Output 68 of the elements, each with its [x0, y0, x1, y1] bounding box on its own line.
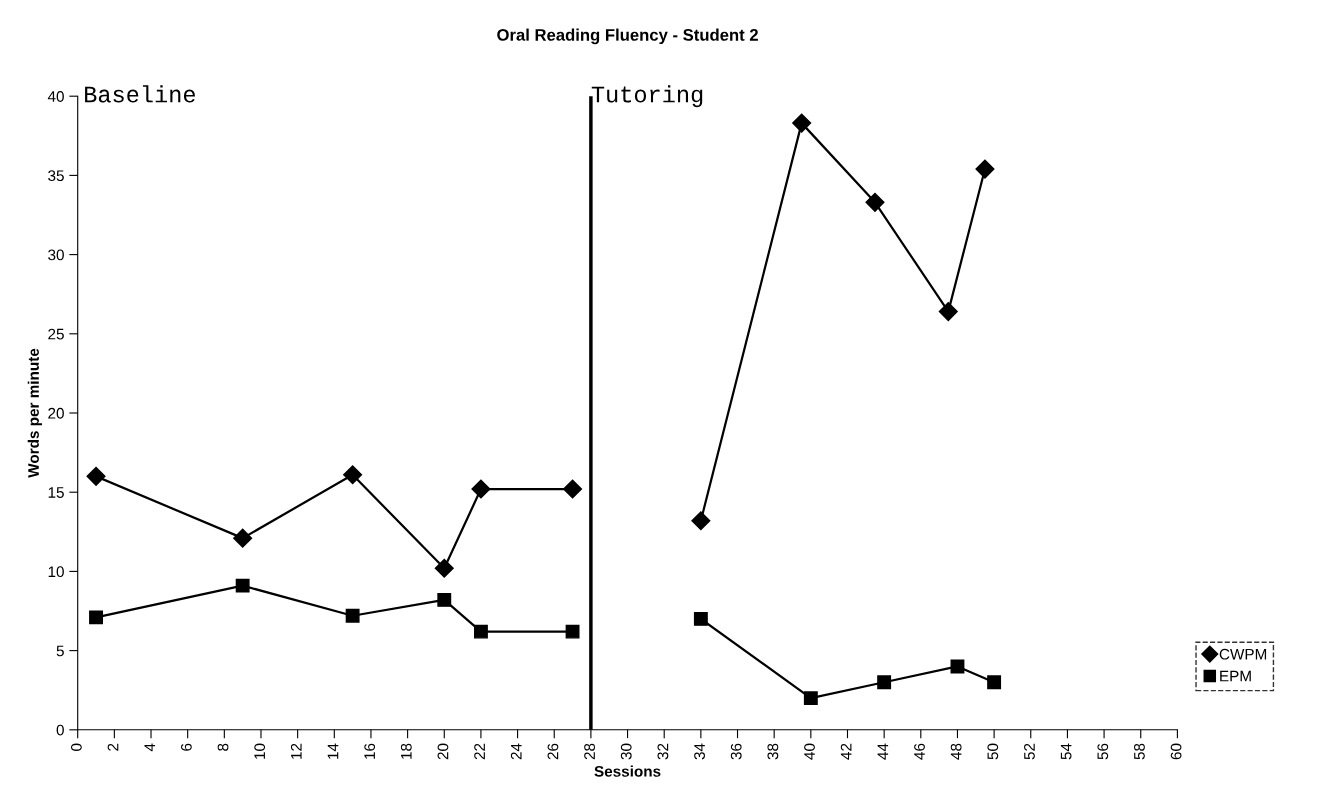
y-tick-label: 25: [48, 328, 64, 340]
annotation: Baseline: [85, 85, 195, 103]
point: [865, 192, 885, 212]
y-tick-label: 30: [48, 249, 64, 261]
point: [235, 578, 250, 593]
x-tick-label: 52: [1024, 743, 1035, 760]
x-tick-label: 56: [1097, 743, 1109, 760]
x-tick-label: 32: [657, 743, 669, 760]
point: [987, 675, 1002, 690]
y-tick-label: 10: [48, 566, 64, 578]
y-tick-label: 5: [56, 645, 64, 657]
point: [563, 479, 583, 499]
x-tick-label: 10: [254, 743, 266, 759]
legend-label: CWPM: [1219, 648, 1267, 660]
x-tick-label: 48: [950, 743, 962, 760]
y-axis-title: Words per minute: [27, 348, 42, 478]
point: [693, 611, 708, 626]
ref-line-label: Tutoring: [591, 85, 703, 108]
x-tick-label: 22: [474, 743, 485, 760]
point: [792, 113, 812, 133]
point: [434, 558, 454, 578]
x-tick-label: 6: [180, 743, 192, 751]
x-tick-label: 34: [694, 743, 705, 760]
x-tick-label: 26: [547, 743, 559, 760]
y-tick-label: 35: [48, 170, 64, 182]
point: [803, 691, 818, 706]
point: [345, 608, 360, 623]
point: [565, 624, 580, 639]
point: [437, 592, 452, 607]
y-tick-label: 0: [56, 724, 64, 736]
point: [343, 465, 363, 485]
x-tick-label: 58: [1134, 743, 1145, 760]
point: [691, 511, 711, 531]
point: [89, 610, 103, 625]
x-tick-label: 42: [840, 743, 852, 760]
x-tick-label: 44: [877, 743, 889, 760]
y-tick-label: 40: [47, 91, 64, 102]
point: [975, 159, 995, 179]
legend-label: EPM: [1220, 670, 1251, 682]
point: [473, 624, 488, 639]
x-tick-label: 18: [400, 743, 412, 759]
x-tick-label: 30: [620, 743, 632, 760]
point: [233, 528, 253, 548]
x-tick-label: 14: [327, 743, 339, 759]
x-axis-title: Sessions: [594, 765, 661, 777]
x-tick-label: 24: [510, 743, 522, 760]
x-tick-label: 50: [987, 743, 999, 760]
y-tick-label: 15: [48, 487, 64, 498]
x-tick-label: 38: [767, 743, 779, 760]
point: [877, 675, 892, 690]
point: [938, 302, 958, 322]
x-tick-label: 20: [437, 743, 449, 760]
y-tick-label: 20: [48, 407, 64, 419]
x-tick-label: 54: [1060, 743, 1072, 760]
x-tick-label: 40: [804, 743, 815, 760]
x-tick-label: 4: [144, 743, 155, 752]
x-tick-label: 12: [290, 743, 302, 759]
chart-title: Oral Reading Fluency - Student 2: [497, 28, 758, 45]
point: [471, 479, 491, 499]
x-tick-label: 2: [107, 743, 119, 751]
x-tick-label: 16: [364, 743, 376, 759]
x-tick-label: 8: [217, 743, 229, 751]
x-tick-label: 60: [1170, 743, 1182, 760]
point: [86, 466, 106, 486]
x-tick-label: 28: [584, 743, 595, 760]
x-tick-label: 46: [914, 743, 925, 760]
x-tick-label: 36: [730, 743, 742, 760]
x-tick-label: 0: [70, 743, 82, 751]
